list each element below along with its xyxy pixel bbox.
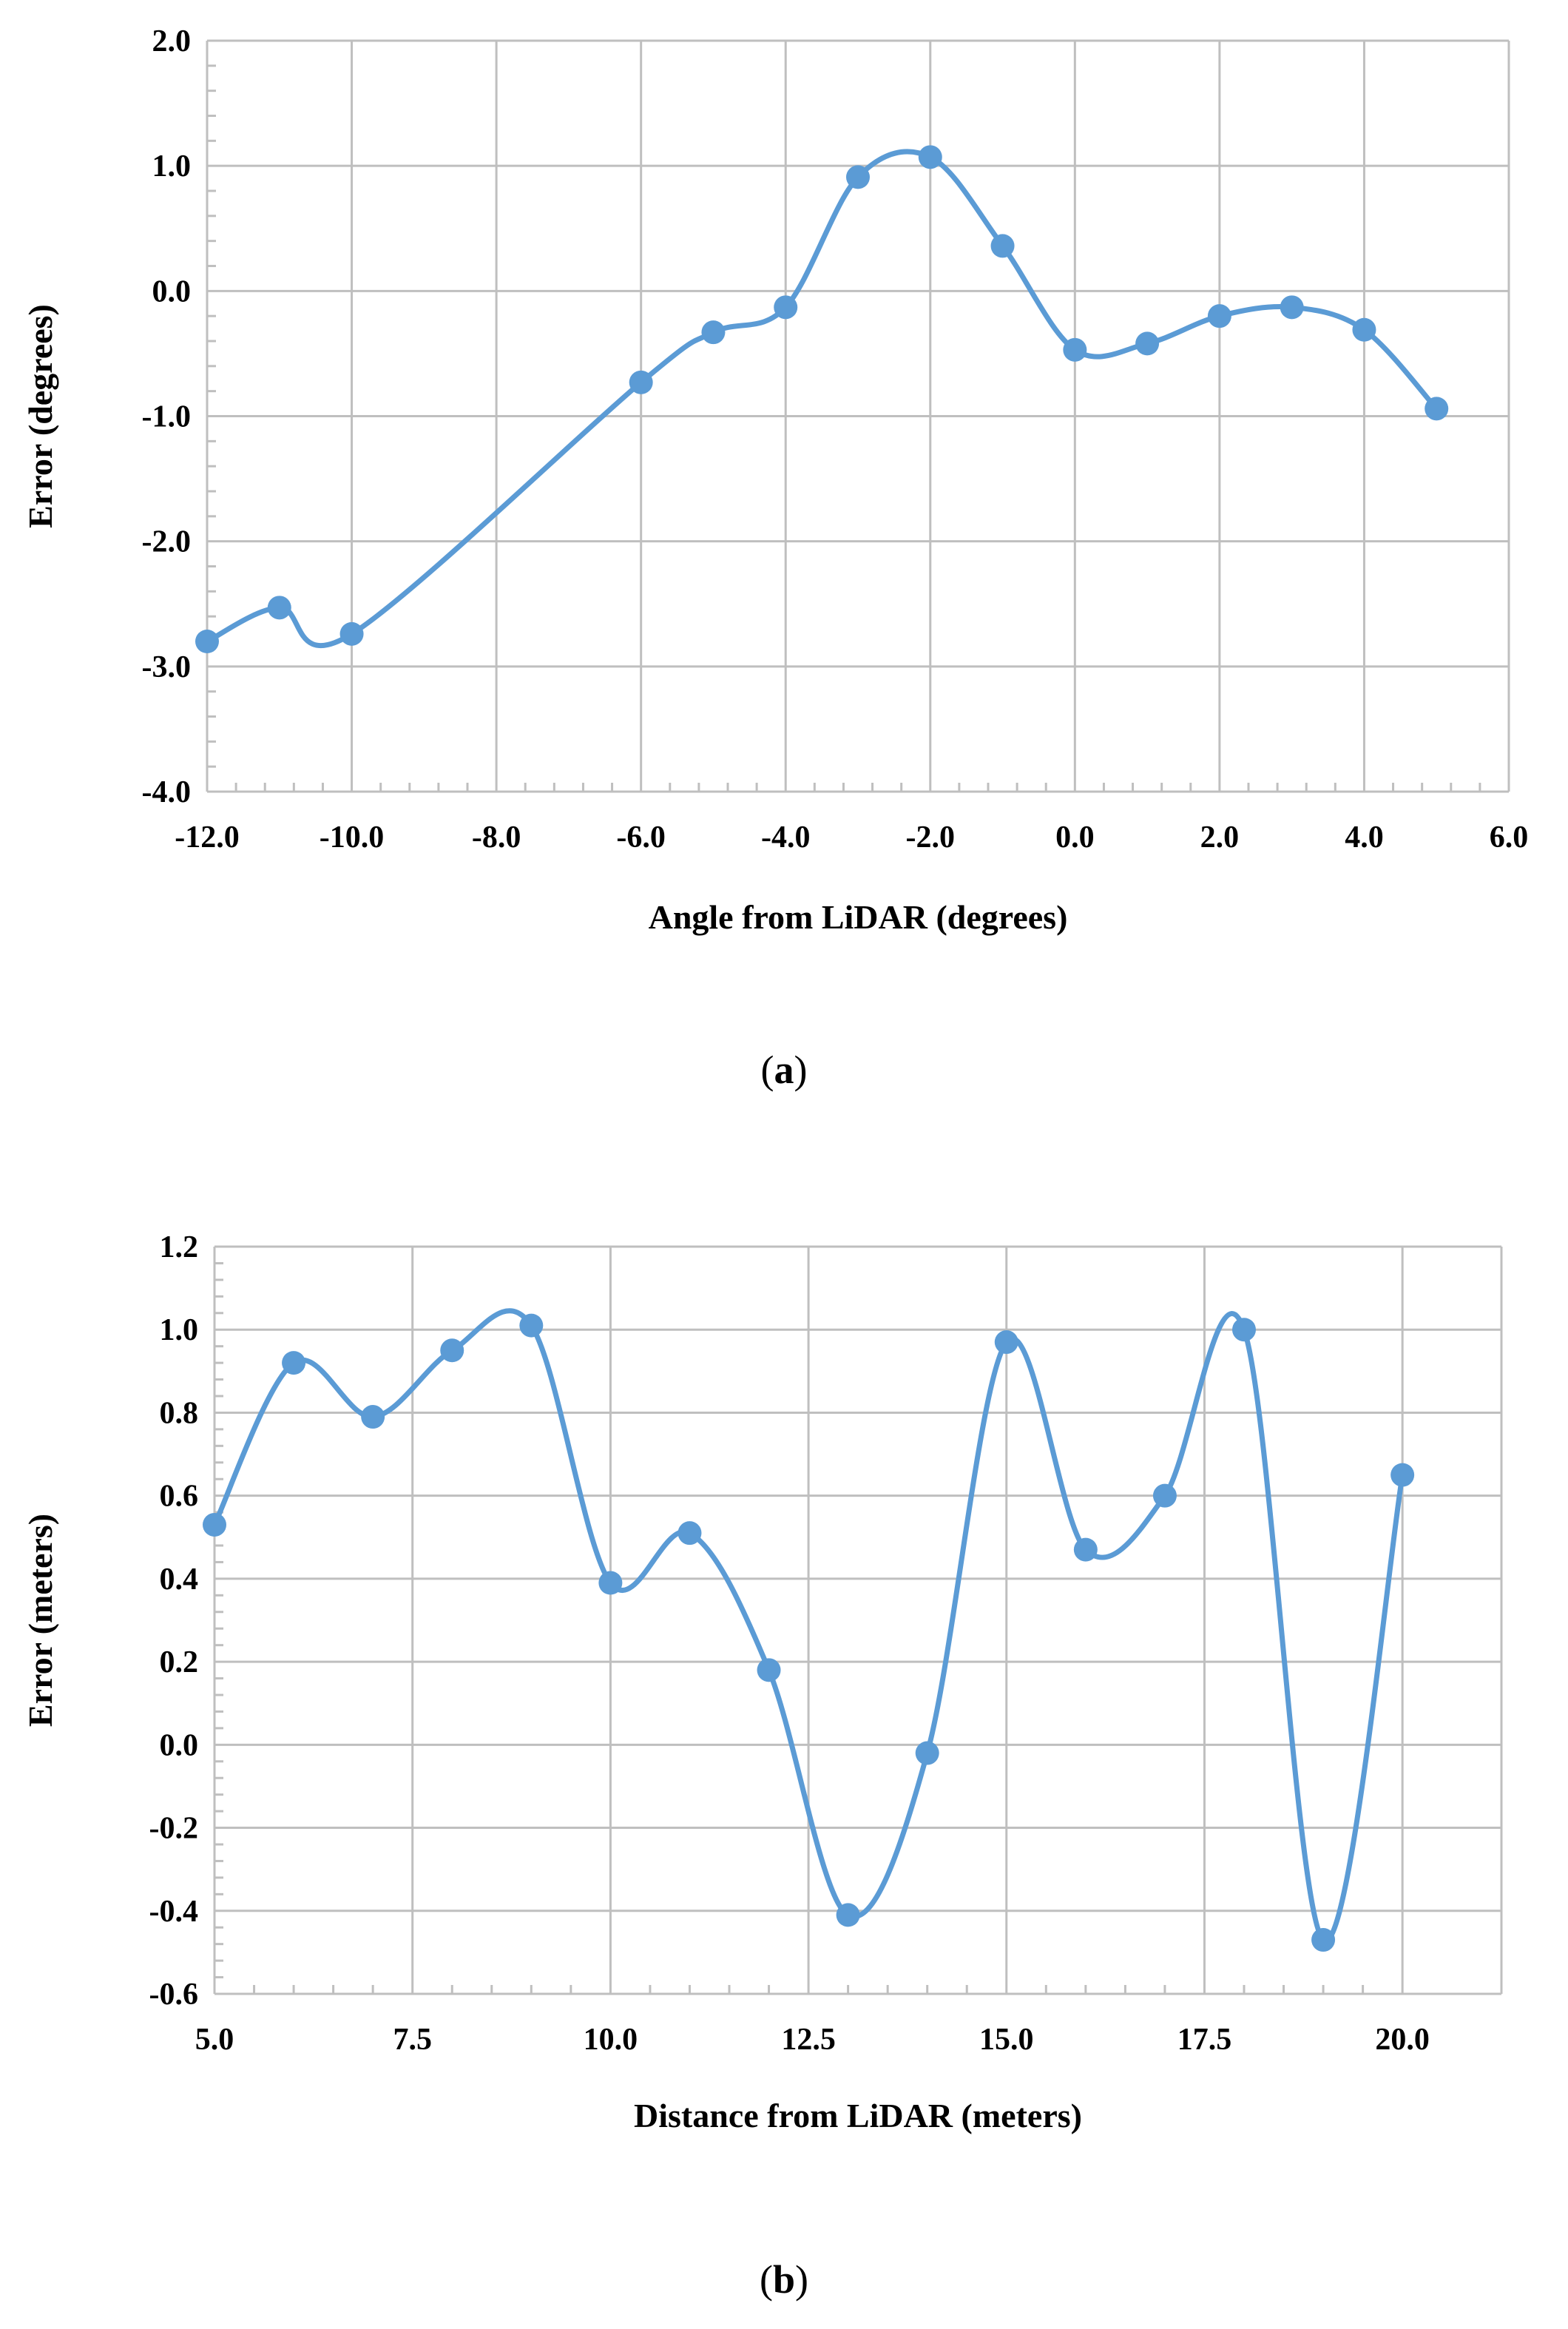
caption-a-open: (: [760, 1048, 774, 1092]
chart-a-x-tick-label: 4.0: [1345, 820, 1384, 855]
chart-b-data-point: [677, 1521, 702, 1546]
chart-b-data-point: [1073, 1537, 1098, 1562]
chart-b-x-tick-label: 20.0: [1375, 2023, 1430, 2057]
caption-a-close: ): [794, 1048, 808, 1092]
caption-a-letter: a: [774, 1048, 794, 1092]
chart-b-minor-ticks: [214, 1261, 1365, 1994]
chart-b-x-tick-label: 17.5: [1177, 2023, 1232, 2057]
chart-a: -12.0 -10.0 -8.0 -6.0 -4.0 -2.0 0.0 2.0 4.0 6.0 -…: [21, 24, 1528, 936]
chart-a-series-line: [206, 149, 1439, 649]
chart-b-y-tick-label: -0.2: [149, 1812, 199, 1846]
chart-a-x-tick-label: 6.0: [1490, 820, 1529, 855]
chart-a-data-point: [990, 234, 1015, 258]
chart-a-data-point: [774, 295, 798, 320]
chart-a-y-tick-label: 2.0: [152, 24, 192, 58]
caption-b-letter: b: [772, 2257, 796, 2302]
chart-a-x-tick-label: -6.0: [616, 820, 666, 855]
chart-a-x-tick-label: 2.0: [1200, 820, 1240, 855]
chart-b: 5.0 7.5 10.0 12.5 15.0 17.5 20.0 -0.6 -0.4 -0.2 0…: [21, 1230, 1503, 2134]
chart-b-data-point: [1390, 1463, 1415, 1487]
chart-b-data-point: [361, 1405, 385, 1429]
chart-a-y-tick-label: -2.0: [142, 525, 192, 559]
chart-b-x-tick-labels: 5.0 7.5 10.0 12.5 15.0 17.5 20.0: [195, 2023, 1430, 2057]
chart-b-data-point: [282, 1351, 306, 1375]
chart-b-data-point: [1232, 1318, 1256, 1342]
chart-a-y-tick-label: 0.0: [152, 274, 192, 309]
chart-a-x-tick-label: -10.0: [320, 820, 385, 855]
caption-b-close: ): [795, 2257, 808, 2302]
chart-a-data-point: [918, 145, 942, 169]
chart-b-data-point: [915, 1741, 939, 1765]
chart-a-data-point: [195, 630, 219, 653]
chart-a-x-tick-labels: -12.0 -10.0 -8.0 -6.0 -4.0 -2.0 0.0 2.0 4.0 6.0: [175, 820, 1528, 855]
chart-a-x-tick-label: -4.0: [761, 820, 811, 855]
chart-b-plot-frame: [213, 1247, 1503, 1995]
chart-a-y-tick-label: -1.0: [142, 400, 192, 434]
chart-a-data-point: [1425, 397, 1449, 421]
chart-a-y-tick-label: 1.0: [152, 149, 192, 183]
chart-b-y-tick-label: 0.8: [160, 1396, 199, 1430]
chart-a-data-point: [267, 596, 291, 620]
chart-b-y-tick-label: 1.0: [160, 1313, 199, 1347]
chart-a-minor-ticks: [207, 64, 1481, 792]
chart-b-y-tick-label: 0.6: [160, 1480, 199, 1514]
chart-a-x-tick-label: -2.0: [906, 820, 956, 855]
caption-b: (b): [0, 2256, 1568, 2302]
chart-b-y-tick-label: -0.4: [149, 1895, 199, 1929]
chart-b-markers: [203, 1313, 1415, 1952]
chart-b-y-tick-label: 0.0: [160, 1728, 199, 1762]
chart-a-x-tick-label: 0.0: [1055, 820, 1095, 855]
caption-a: (a): [0, 1047, 1568, 1093]
chart-b-x-tick-label: 10.0: [584, 2023, 638, 2057]
chart-b-grid: [213, 1245, 1501, 1995]
chart-b-y-tick-label: 0.4: [160, 1563, 199, 1597]
chart-a-plot-frame: [206, 41, 1510, 793]
chart-b-x-tick-label: 5.0: [195, 2023, 234, 2057]
chart-b-data-point: [519, 1313, 544, 1338]
caption-b-open: (: [759, 2257, 773, 2302]
chart-a-data-point: [1207, 304, 1231, 328]
chart-a-y-tick-label: -3.0: [142, 650, 192, 684]
chart-b-y-tick-label: -0.6: [149, 1978, 199, 2012]
chart-a-y-tick-labels: -4.0 -3.0 -2.0 -1.0 0.0 1.0 2.0: [142, 24, 192, 809]
chart-b-x-tick-label: 7.5: [393, 2023, 432, 2057]
chart-b-data-point: [994, 1330, 1018, 1355]
chart-a-data-point: [339, 621, 364, 646]
chart-b-y-tick-label: 1.2: [160, 1230, 199, 1264]
chart-a-y-tick-label: -4.0: [142, 775, 192, 809]
chart-a-data-point: [629, 370, 653, 394]
chart-a-y-axis-title: Error (degrees): [21, 304, 59, 528]
chart-b-series-line: [212, 1308, 1405, 1944]
chart-b-data-point: [598, 1571, 623, 1595]
chart-a-x-axis-title: Angle from LiDAR (degrees): [649, 898, 1068, 936]
chart-b-y-axis-title: Error (meters): [21, 1514, 59, 1727]
chart-a-markers: [195, 145, 1449, 653]
chart-a-x-tick-label: -8.0: [472, 820, 521, 855]
chart-b-data-point: [1152, 1483, 1177, 1508]
chart-a-data-point: [701, 320, 726, 345]
chart-b-x-tick-label: 12.5: [781, 2023, 836, 2057]
chart-a-data-point: [846, 165, 870, 189]
chart-a-data-point: [1135, 331, 1160, 356]
chart-a-data-point: [1063, 337, 1087, 362]
chart-b-data-point: [203, 1512, 226, 1537]
chart-b-data-point: [1311, 1928, 1336, 1952]
chart-a-data-point: [1280, 295, 1304, 320]
chart-a-data-point: [1352, 317, 1376, 342]
chart-b-data-point: [836, 1903, 860, 1927]
chart-b-x-tick-label: 15.0: [979, 2023, 1034, 2057]
chart-b-data-point: [757, 1658, 781, 1682]
chart-a-grid: [206, 39, 1510, 793]
chart-b-y-tick-label: 0.2: [160, 1645, 199, 1679]
chart-b-data-point: [440, 1338, 464, 1363]
chart-b-x-axis-title: Distance from LiDAR (meters): [634, 2097, 1082, 2134]
chart-a-x-tick-label: -12.0: [175, 820, 240, 855]
chart-b-y-tick-labels: -0.6 -0.4 -0.2 0.0 0.2 0.4 0.6 0.8 1.0 1.2: [149, 1230, 199, 2012]
